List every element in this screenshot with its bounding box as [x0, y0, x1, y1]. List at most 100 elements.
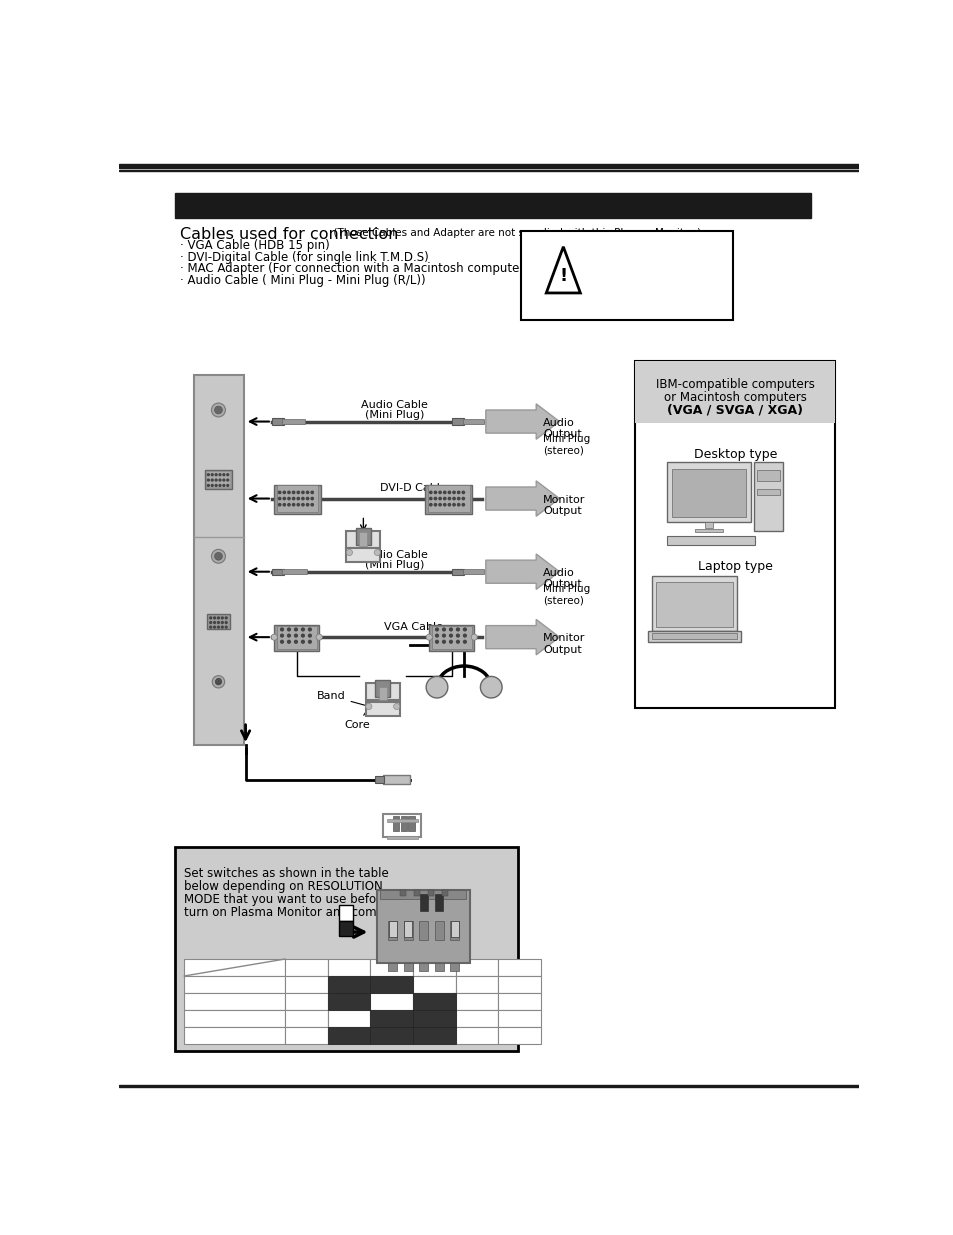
Circle shape [471, 634, 476, 640]
Circle shape [221, 626, 223, 629]
Circle shape [213, 618, 215, 619]
Bar [370, 976, 413, 993]
Bar [413, 960, 456, 976]
Bar [346, 548, 380, 562]
Circle shape [227, 484, 229, 487]
Circle shape [271, 634, 277, 640]
Circle shape [453, 498, 455, 500]
Bar [282, 419, 305, 424]
Bar [441, 889, 447, 895]
Circle shape [443, 504, 445, 506]
Circle shape [449, 635, 452, 637]
FancyArrow shape [485, 404, 558, 440]
Text: turn on Plasma Monitor and computer.: turn on Plasma Monitor and computer. [184, 906, 411, 919]
Circle shape [215, 679, 221, 685]
Bar [285, 1026, 328, 1044]
Text: Mini Plug
(stereo): Mini Plug (stereo) [542, 433, 590, 456]
Circle shape [480, 677, 501, 698]
Text: Audio
Output: Audio Output [542, 417, 581, 440]
Circle shape [463, 641, 466, 643]
Circle shape [280, 635, 283, 637]
Circle shape [311, 504, 313, 506]
Circle shape [301, 641, 304, 643]
Circle shape [288, 492, 290, 494]
Text: Monitor
Output: Monitor Output [542, 495, 585, 516]
Text: !: ! [558, 267, 567, 285]
Bar [355, 527, 371, 545]
Circle shape [301, 629, 304, 631]
Bar [375, 776, 384, 783]
Circle shape [438, 504, 441, 506]
Circle shape [296, 504, 299, 506]
Bar [339, 905, 353, 920]
Circle shape [306, 504, 309, 506]
Circle shape [443, 498, 445, 500]
Text: Desktop type: Desktop type [693, 448, 777, 461]
Circle shape [294, 635, 297, 637]
Bar [435, 920, 443, 940]
Circle shape [346, 550, 353, 556]
Bar [365, 683, 399, 700]
Circle shape [434, 498, 436, 500]
Bar [418, 920, 428, 940]
Bar [403, 963, 413, 971]
Bar [456, 976, 497, 993]
Bar [388, 963, 397, 971]
Bar [328, 1026, 370, 1044]
Bar [370, 993, 413, 1010]
Circle shape [287, 629, 290, 631]
Bar [408, 816, 415, 831]
FancyArrow shape [485, 480, 558, 516]
Bar [386, 819, 417, 823]
Bar [184, 1026, 285, 1044]
FancyArrow shape [485, 555, 558, 589]
Bar [205, 471, 232, 489]
Bar [671, 469, 745, 517]
Text: or Macintosh computers: or Macintosh computers [663, 390, 806, 404]
Circle shape [463, 629, 466, 631]
Bar [427, 485, 469, 511]
FancyArrow shape [485, 620, 558, 655]
Circle shape [457, 498, 459, 500]
Bar [414, 889, 419, 895]
Bar [419, 894, 427, 910]
Circle shape [315, 634, 322, 640]
Bar [450, 920, 459, 940]
Bar [497, 993, 540, 1010]
Circle shape [283, 498, 285, 500]
Bar [757, 489, 780, 495]
Text: Audio Cable: Audio Cable [360, 400, 427, 410]
Bar [497, 960, 540, 976]
Text: DVI-D Cable: DVI-D Cable [380, 483, 447, 493]
Circle shape [294, 641, 297, 643]
Bar [388, 920, 397, 940]
Bar [462, 569, 484, 574]
Bar [328, 976, 370, 993]
Circle shape [213, 626, 215, 629]
Circle shape [457, 504, 459, 506]
Text: VGA Cable: VGA Cable [384, 621, 443, 632]
Bar [753, 462, 782, 531]
Circle shape [453, 504, 455, 506]
Circle shape [442, 629, 445, 631]
Bar [666, 536, 754, 545]
Circle shape [429, 498, 432, 500]
Circle shape [456, 629, 458, 631]
Bar [403, 920, 413, 940]
Bar [328, 993, 370, 1010]
Circle shape [306, 498, 309, 500]
Circle shape [212, 676, 224, 688]
Circle shape [223, 479, 225, 480]
Circle shape [278, 498, 280, 500]
Bar [413, 1010, 456, 1026]
Bar [184, 976, 285, 993]
Circle shape [443, 492, 445, 494]
Circle shape [296, 498, 299, 500]
Circle shape [278, 492, 280, 494]
Circle shape [308, 641, 311, 643]
Bar [328, 993, 370, 1010]
Circle shape [214, 406, 222, 414]
Circle shape [225, 626, 227, 629]
Bar [704, 521, 712, 527]
Circle shape [461, 498, 464, 500]
